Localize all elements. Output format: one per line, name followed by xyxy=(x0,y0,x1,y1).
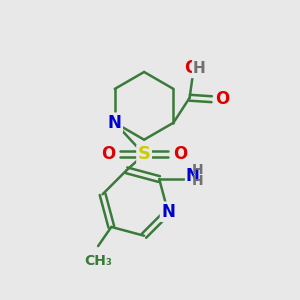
Text: O: O xyxy=(215,90,229,108)
Text: N: N xyxy=(161,203,175,221)
Text: H: H xyxy=(192,174,203,188)
Text: S: S xyxy=(138,146,151,164)
Text: N: N xyxy=(186,167,200,184)
Text: O: O xyxy=(101,146,116,164)
Text: N: N xyxy=(108,114,122,132)
Text: CH₃: CH₃ xyxy=(84,254,112,268)
Text: H: H xyxy=(193,61,206,76)
Text: O: O xyxy=(184,59,198,77)
Text: O: O xyxy=(173,146,187,164)
Text: H: H xyxy=(192,163,203,177)
